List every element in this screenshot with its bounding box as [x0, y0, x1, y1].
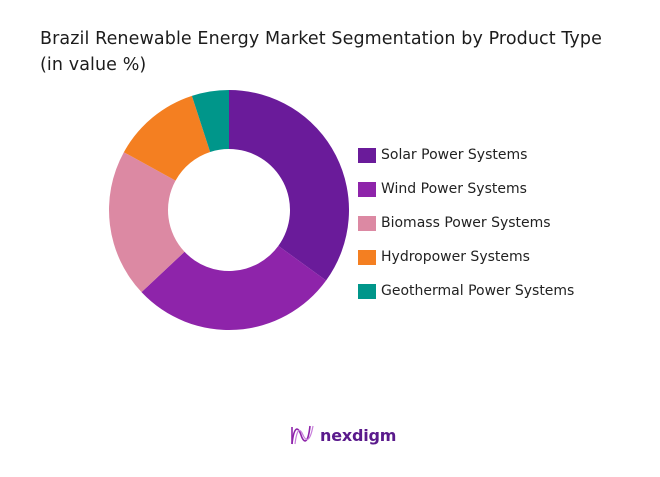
- legend-swatch: [358, 249, 376, 265]
- legend-swatch: [358, 283, 376, 299]
- legend-item-hydropower-systems: Hydropower Systems: [358, 240, 574, 274]
- chart-legend: Solar Power Systems Wind Power Systems Bio…: [358, 138, 574, 308]
- slice-geothermal-power-systems: [191, 90, 229, 152]
- legend-label: Hydropower Systems: [381, 249, 530, 265]
- legend-item-wind-power-systems: Wind Power Systems: [358, 172, 574, 206]
- legend-item-geothermal-power-systems: Geothermal Power Systems: [358, 274, 574, 308]
- logo-text: nexdigm: [320, 425, 397, 445]
- legend-swatch: [358, 181, 376, 197]
- slice-solar-power-systems: [229, 90, 349, 281]
- chart-title-line2: (in value %): [40, 55, 147, 75]
- legend-item-biomass-power-systems: Biomass Power Systems: [358, 206, 574, 240]
- legend-item-solar-power-systems: Solar Power Systems: [358, 138, 574, 172]
- legend-swatch: [358, 147, 376, 163]
- slice-hydropower-systems: [123, 95, 211, 181]
- nexdigm-logo: nexdigm: [290, 424, 396, 446]
- slice-biomass-power-systems: [109, 152, 185, 293]
- chart-title: Brazil Renewable Energy Market Segmentat…: [40, 26, 602, 78]
- slice-wind-power-systems: [141, 245, 327, 330]
- legend-label: Biomass Power Systems: [381, 215, 551, 231]
- donut-chart: [109, 90, 349, 330]
- legend-label: Solar Power Systems: [381, 147, 528, 163]
- chart-title-line1: Brazil Renewable Energy Market Segmentat…: [40, 29, 602, 49]
- legend-label: Geothermal Power Systems: [381, 283, 575, 299]
- legend-swatch: [358, 215, 376, 231]
- nexdigm-wave-icon: [291, 425, 314, 445]
- legend-label: Wind Power Systems: [381, 181, 527, 197]
